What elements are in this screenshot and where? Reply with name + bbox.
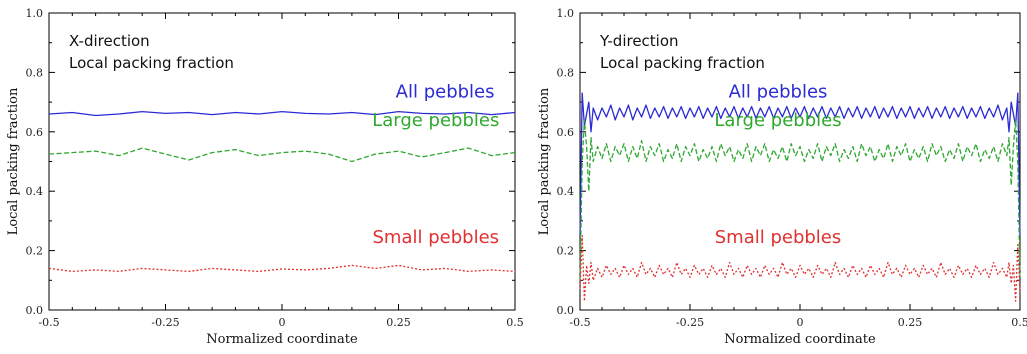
series-line-large-pebbles (48, 147, 516, 163)
series-line-all-pebbles (48, 110, 516, 117)
annotation-line-2: Local packing fraction (600, 54, 765, 72)
y-tick-label: 0.8 (557, 66, 575, 79)
y-axis-label: Local packing fraction (537, 87, 552, 235)
x-tick-label: -0.5 (569, 316, 590, 329)
y-tick-label: 0.4 (26, 185, 44, 198)
y-tick-label: 0.2 (26, 245, 44, 258)
y-tick-label: 0.6 (26, 126, 44, 139)
series-label-all-pebbles: All pebbles (729, 82, 828, 103)
y-tick-label: 0.2 (557, 245, 575, 258)
x-tick-label: -0.25 (676, 316, 704, 329)
x-axis-label: Normalized coordinate (206, 332, 358, 347)
x-tick-label: 0.25 (386, 316, 411, 329)
x-tick-label: 0 (279, 316, 286, 329)
series-label-small-pebbles: Small pebbles (715, 227, 842, 248)
series-label-all-pebbles: All pebbles (396, 82, 495, 103)
y-tick-label: 0.8 (26, 66, 44, 79)
y-tick-label: 0.4 (557, 185, 575, 198)
y-tick-label: 1.0 (26, 7, 44, 20)
series-line-all-pebbles (579, 92, 1021, 236)
y-tick-label: 0.0 (26, 304, 44, 317)
x-tick-label: 0.5 (1011, 316, 1027, 329)
x-axis-label: Normalized coordinate (724, 332, 876, 347)
annotation-line-1: Y-direction (599, 32, 679, 50)
series-label-large-pebbles: Large pebbles (714, 110, 841, 131)
series-label-large-pebbles: Large pebbles (372, 110, 499, 131)
y-tick-label: 0.6 (557, 126, 575, 139)
x-tick-label: -0.25 (151, 316, 179, 329)
chart-panel-1: 0.0 0.2 0.4 0.6 0.8 1.0 -0.5 -0.25 0 0.25 0.5 Norma… (6, 7, 524, 347)
x-tick-label: 0 (797, 316, 804, 329)
chart-panel-2: 0.0 0.2 0.4 0.6 0.8 1.0 -0.5 -0.25 0 0.25 0.5 Norma… (537, 7, 1027, 347)
y-tick-label: 1.0 (557, 7, 575, 20)
x-tick-label: -0.5 (38, 316, 59, 329)
y-tick-label: 0.0 (557, 304, 575, 317)
y-axis-label: Local packing fraction (6, 87, 21, 235)
series-line-large-pebbles (579, 119, 1021, 281)
series-line-small-pebbles (579, 235, 1021, 302)
x-tick-label: 0.5 (506, 316, 524, 329)
annotation-line-2: Local packing fraction (69, 54, 234, 72)
annotation-line-1: X-direction (69, 32, 150, 50)
series-line-small-pebbles (48, 264, 516, 273)
x-tick-label: 0.25 (898, 316, 923, 329)
series-label-small-pebbles: Small pebbles (373, 227, 500, 248)
